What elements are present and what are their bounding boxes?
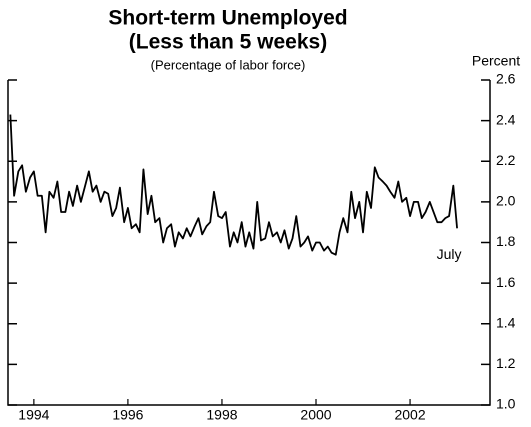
x-tick-label: 1998 (206, 407, 237, 423)
x-tick-label: 2002 (394, 407, 425, 423)
x-tick-label: 2000 (300, 407, 331, 423)
chart-title: (Less than 5 weeks) (129, 31, 327, 54)
y-tick-label: 1.6 (496, 274, 516, 290)
axis-frame (7, 80, 491, 406)
y-tick-label: 2.4 (496, 111, 516, 127)
y-tick-label: 2.2 (496, 152, 516, 168)
chart-subtitle: (Percentage of labor force) (151, 57, 306, 72)
data-line (9, 114, 458, 256)
x-tick-label: 1996 (112, 407, 143, 423)
y-tick-label: 2.6 (496, 71, 516, 87)
y-tick-label: 2.0 (496, 193, 516, 209)
chart-title: Short-term Unemployed (108, 7, 347, 30)
y-tick-label: 1.4 (496, 314, 516, 330)
frame (7, 80, 491, 406)
x-tick-label: 1994 (18, 407, 49, 423)
y-tick-label: 1.8 (496, 233, 516, 249)
y-tick-label: 1.2 (496, 355, 516, 371)
y-axis-label: Percent (472, 53, 520, 69)
y-tick-label: 1.0 (496, 396, 516, 412)
annotation: July (437, 246, 462, 262)
